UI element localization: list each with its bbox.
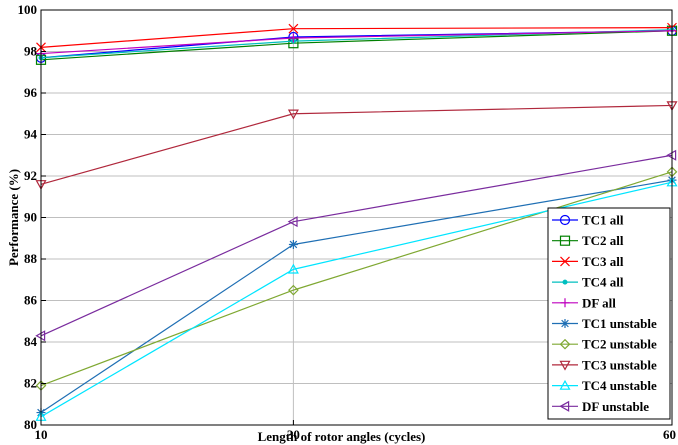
legend-item: TC3 unstable xyxy=(552,357,657,372)
y-tick-label: 98 xyxy=(24,44,38,59)
legend-item: TC4 unstable xyxy=(552,378,657,393)
series-group xyxy=(35,22,678,421)
legend-marker xyxy=(559,338,571,350)
x-tick-label: 60 xyxy=(663,427,676,442)
y-tick-label: 96 xyxy=(24,85,38,100)
legend-marker xyxy=(559,235,571,246)
legend-item: TC3 all xyxy=(552,254,624,269)
tick-labels: 80 82 84 86 88 90 92 94 96 98 100 10 30 60 xyxy=(18,2,677,442)
data-point xyxy=(288,284,299,296)
legend-marker xyxy=(559,379,571,390)
y-tick-label: 100 xyxy=(18,2,38,17)
series-line xyxy=(40,181,673,418)
data-point xyxy=(288,239,298,249)
series-line xyxy=(40,154,673,337)
legend-item: TC1 all xyxy=(552,213,624,228)
data-point xyxy=(287,216,298,228)
series-tc1-all xyxy=(35,25,678,63)
legend-marker xyxy=(560,256,570,267)
legend-label: DF unstable xyxy=(582,399,649,414)
legend: TC1 all TC2 all TC3 all TC4 all DF all TC1 un… xyxy=(547,207,671,420)
y-tick-label: 86 xyxy=(24,293,38,308)
y-tick-label: 80 xyxy=(24,417,37,432)
y-tick-label: 94 xyxy=(24,127,38,142)
series-line xyxy=(40,30,673,61)
y-tick-label: 92 xyxy=(24,168,37,183)
legend-label: TC4 unstable xyxy=(582,378,657,393)
legend-label: TC3 all xyxy=(582,254,624,269)
legend-marker xyxy=(559,214,571,226)
legend-item: TC4 all xyxy=(552,275,624,290)
series-line xyxy=(40,104,673,185)
series-line xyxy=(40,27,673,48)
legend-item: DF all xyxy=(552,295,616,310)
legend-label: TC4 all xyxy=(582,275,624,290)
x-tick-label: 30 xyxy=(287,427,300,442)
legend-label: DF all xyxy=(582,295,616,310)
legend-item: TC2 unstable xyxy=(552,337,657,352)
data-point xyxy=(287,109,299,120)
legend-marker xyxy=(560,319,570,328)
legend-marker xyxy=(559,360,571,371)
legend-marker xyxy=(562,279,568,285)
data-point xyxy=(288,33,298,43)
legend-box xyxy=(547,207,671,420)
legend-label: TC2 all xyxy=(582,233,624,248)
legend-label: TC1 unstable xyxy=(582,316,657,331)
y-tick-label: 90 xyxy=(24,210,37,225)
y-tick-label: 82 xyxy=(24,376,37,391)
data-point xyxy=(288,23,299,34)
legend-item: TC1 unstable xyxy=(552,316,657,331)
x-tick-label: 10 xyxy=(35,427,48,442)
y-tick-label: 84 xyxy=(24,334,38,349)
y-axis-label: Performance (%) xyxy=(6,169,21,266)
legend-label: TC1 all xyxy=(582,213,624,228)
y-tick-label: 88 xyxy=(24,251,38,266)
x-axis-label: Length of rotor angles (cycles) xyxy=(258,429,426,444)
legend-marker xyxy=(559,400,570,412)
legend-marker xyxy=(560,298,570,308)
legend-label: TC3 unstable xyxy=(582,357,657,372)
legend-item: TC2 all xyxy=(552,233,624,248)
data-point xyxy=(287,263,299,274)
legend-label: TC2 unstable xyxy=(582,337,657,352)
legend-item: DF unstable xyxy=(552,399,649,414)
